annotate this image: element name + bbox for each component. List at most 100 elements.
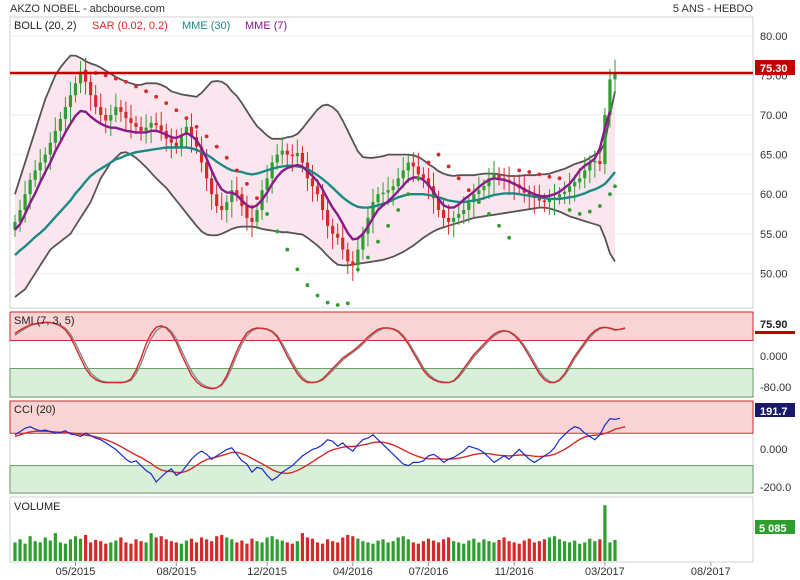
candle-body [23,194,27,210]
volume-bar [517,543,521,561]
candle-body [336,233,340,238]
candle [603,107,607,174]
sar-dot [416,176,421,181]
x-tick-label: 12/2015 [247,566,287,578]
smi-legend: SMI (7, 3, 5) [14,315,75,327]
candle [391,179,395,206]
candle-body [48,142,52,155]
candle [436,191,441,218]
candle [149,115,153,144]
volume-bar [139,541,143,561]
volume-bar [119,537,123,561]
candle-body [411,162,415,167]
volume-bar [280,540,284,561]
sar-dot [194,124,199,129]
candle [225,194,229,223]
volume-bar [144,542,148,561]
volume-bar [351,536,355,561]
candle [447,204,451,235]
candle [154,112,158,133]
candle [245,195,249,231]
candle-body [416,166,420,175]
candle-body [174,142,178,147]
candle-body [492,174,496,179]
sar-dot [154,94,159,99]
sar-dot [295,267,300,272]
candle [139,116,143,141]
cci-overbought-zone [9,400,754,434]
candle-body [285,150,289,155]
sar-dot [366,255,370,260]
volume-bar [512,542,516,561]
candle [179,127,183,157]
candle-body [300,153,304,163]
x-tick-label: 08/2015 [156,566,196,578]
candle [613,59,617,95]
candle [104,107,108,134]
volume-last-badge [755,520,795,534]
volume-bar [48,540,52,561]
candle-body [568,186,572,192]
sar-dot [103,73,108,78]
legend-mme30: MME (30) [182,20,230,32]
candle-body [13,221,17,230]
candle-body [225,202,229,210]
candle-body [134,122,138,127]
candle [331,218,335,250]
volume-bar [290,543,294,561]
volume-bar [552,536,557,561]
volume-bar [436,542,441,561]
volume-bar [134,539,138,561]
candle-body [210,178,214,195]
candle-body [573,182,577,187]
candle [99,93,103,125]
volume-bar [376,540,380,561]
cci-legend: CCI (20) [14,404,56,416]
volume-bar [487,541,491,561]
candle [562,181,567,205]
candle [346,242,350,275]
volume-bar [583,542,587,561]
volume-bar [482,539,486,561]
price-y-tick: 60.00 [760,189,788,201]
candle-body [441,210,446,218]
volume-bar [189,538,194,561]
candle [593,150,597,178]
candle [89,74,93,111]
candle-body [487,178,491,187]
volume-bar [114,540,118,561]
volume-bar [452,541,456,561]
sar-dots [83,69,617,307]
candle [547,189,552,215]
legend-sar: SAR (0.02, 0.2) [92,20,168,32]
volume-bar [310,538,315,561]
volume-bar [174,542,178,561]
volume-bar [502,537,506,561]
volume-bar [361,541,365,561]
bollinger-band-fill [15,55,615,298]
volume-bar [194,542,199,561]
sar-dot [517,168,522,173]
candle [53,117,57,150]
sar-dot [184,116,189,121]
candle [381,182,385,205]
candle [396,168,400,194]
candle-body [472,194,476,203]
candle-body [457,213,461,218]
volume-bar [124,542,128,561]
volume-bar [557,539,562,561]
candle-body [482,186,486,191]
candle-body [270,162,274,179]
candle-body [462,210,466,214]
sar-dot [255,196,259,201]
candle [285,143,289,168]
candle [169,128,173,159]
candle [568,172,572,205]
candle [255,202,259,229]
volume-bar [497,539,501,561]
sar-dot [587,209,592,214]
candle-body [593,160,597,163]
volume-bar [230,539,234,561]
candle-body [245,206,249,218]
candle [73,76,78,103]
